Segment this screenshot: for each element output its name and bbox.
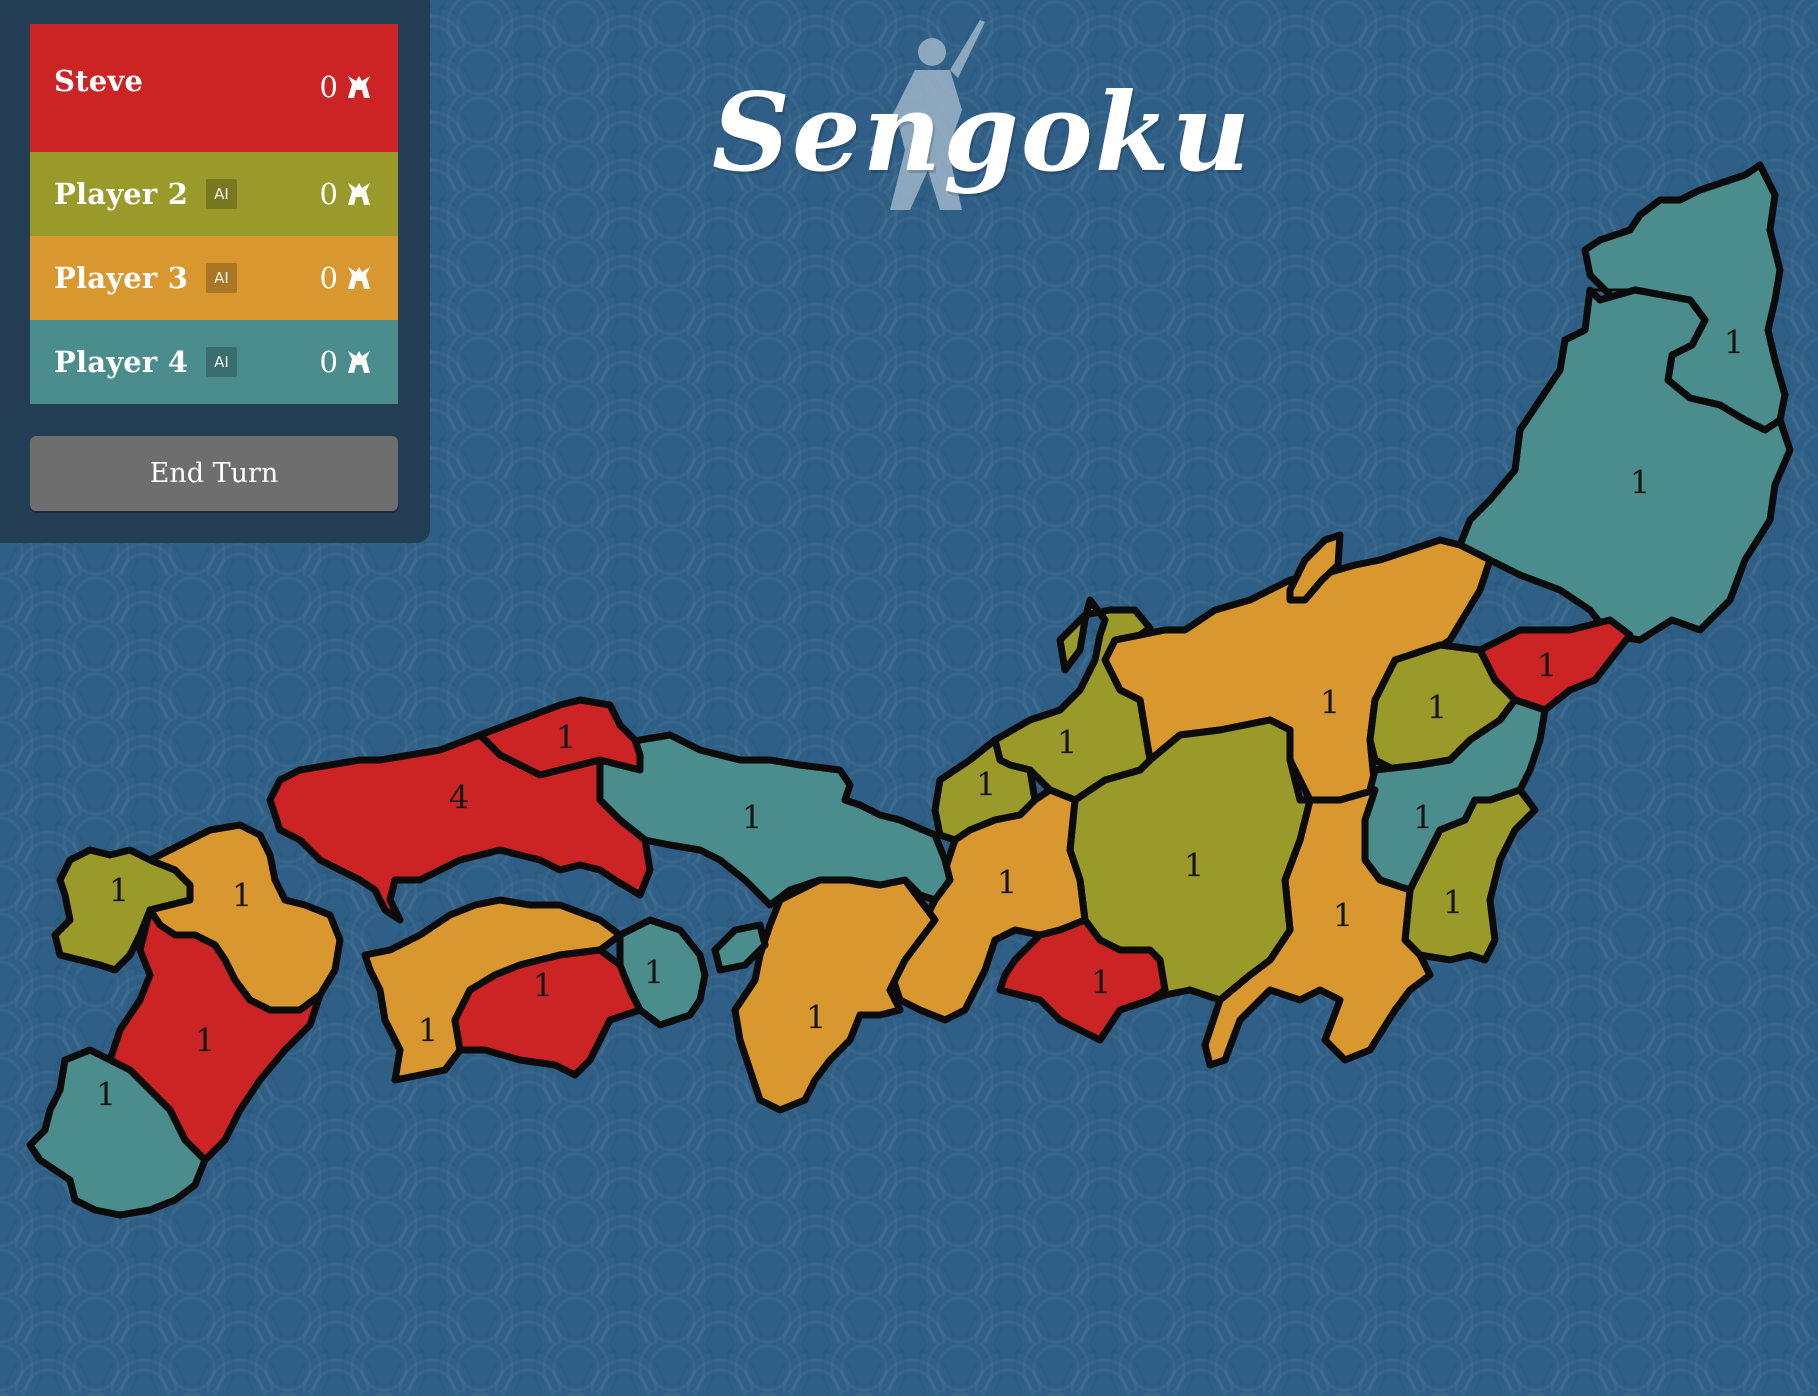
player-name: Player 3 [54, 261, 189, 295]
region-aki[interactable] [266, 731, 654, 924]
ai-badge: AI [206, 347, 237, 377]
player-name: Steve [54, 64, 144, 98]
player-row-steve[interactable]: Steve 0 [30, 24, 398, 152]
player-panel: Steve 0 Player 2 AI 0 Player 3 AI 0 Play… [0, 0, 430, 543]
end-turn-button[interactable]: End Turn [30, 436, 398, 511]
score-value: 0 [319, 261, 338, 295]
app-title: Sengoku [712, 70, 1253, 196]
player-row-player3[interactable]: Player 3 AI 0 [30, 236, 398, 320]
player-score: 0 [320, 177, 374, 211]
samurai-helmet-icon [348, 76, 370, 98]
player-score: 0 [320, 261, 374, 295]
score-value: 0 [319, 70, 338, 104]
region-satsuma[interactable] [26, 1046, 209, 1219]
player-name: Player 2 [54, 177, 189, 211]
player-score: 0 [320, 70, 374, 104]
region-awaji[interactable] [711, 921, 769, 974]
player-name: Player 4 [54, 345, 189, 379]
samurai-logo-icon [870, 20, 985, 210]
region-hizen[interactable] [51, 846, 194, 974]
region-mutsu-south[interactable] [1456, 286, 1794, 644]
player-score: 0 [320, 345, 374, 379]
region-sanuki[interactable] [616, 916, 709, 1029]
border-line [1590, 288, 1707, 321]
samurai-helmet-icon [348, 267, 370, 289]
region-tango[interactable] [596, 731, 954, 909]
player-row-player2[interactable]: Player 2 AI 0 [30, 152, 398, 236]
region-suruga[interactable] [996, 916, 1169, 1044]
region-tosa[interactable] [451, 946, 644, 1079]
samurai-helmet-icon [348, 351, 370, 373]
score-value: 0 [319, 177, 338, 211]
ai-badge: AI [206, 263, 237, 293]
samurai-helmet-icon [348, 183, 370, 205]
region-shimosa[interactable] [1401, 786, 1539, 964]
region-higo[interactable] [106, 906, 324, 1164]
player-row-player4[interactable]: Player 4 AI 0 [30, 320, 398, 404]
region-sado[interactable] [1286, 531, 1344, 604]
score-value: 0 [319, 345, 338, 379]
ai-badge: AI [206, 179, 237, 209]
